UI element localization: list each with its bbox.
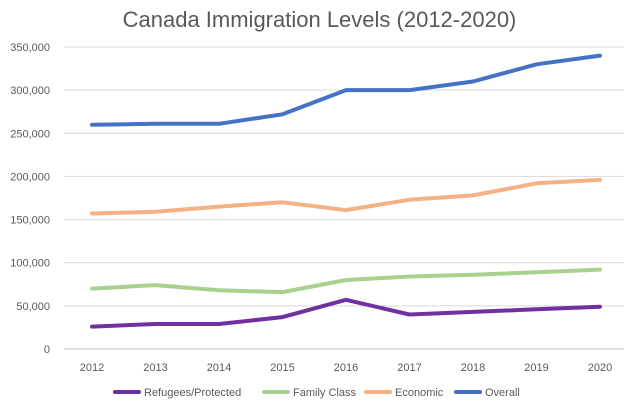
y-tick-label: 50,000 (16, 301, 50, 313)
y-tick-label: 250,000 (10, 128, 50, 140)
x-tick-label: 2017 (397, 362, 421, 374)
x-tick-label: 2015 (270, 362, 294, 374)
chart-title: Canada Immigration Levels (2012-2020) (123, 7, 517, 32)
x-tick-label: 2016 (334, 362, 358, 374)
series-lines (90, 53, 602, 329)
legend-label-overall: Overall (485, 387, 520, 399)
x-tick-label: 2018 (461, 362, 485, 374)
x-tick-label: 2012 (80, 362, 104, 374)
series-line-overall (90, 53, 602, 127)
x-tick-label: 2014 (207, 362, 231, 374)
gridlines (64, 46, 624, 350)
series-line-refugees-protected (90, 297, 602, 329)
legend-label-refugees-protected: Refugees/Protected (144, 387, 241, 399)
y-tick-label: 300,000 (10, 85, 50, 97)
x-tick-label: 2019 (524, 362, 548, 374)
x-tick-label: 2020 (588, 362, 612, 374)
x-tick-label: 2013 (143, 362, 167, 374)
x-axis: 2012 2013 2014 2015 2016 2017 2018 2019 2020 (80, 362, 612, 374)
series-line-economic (90, 177, 602, 216)
series-line-family-class (90, 267, 602, 295)
y-tick-label: 0 (44, 344, 50, 356)
y-axis: 0 50,000 100,000 150,000 200,000 250,000 300,0… (10, 42, 50, 356)
y-tick-label: 350,000 (10, 42, 50, 54)
legend-label-economic: Economic (395, 387, 444, 399)
y-tick-label: 200,000 (10, 171, 50, 183)
y-tick-label: 100,000 (10, 258, 50, 270)
legend-label-family-class: Family Class (293, 387, 356, 399)
y-tick-label: 150,000 (10, 215, 50, 227)
legend: Refugees/Protected Family Class Economic Ov… (113, 387, 520, 399)
